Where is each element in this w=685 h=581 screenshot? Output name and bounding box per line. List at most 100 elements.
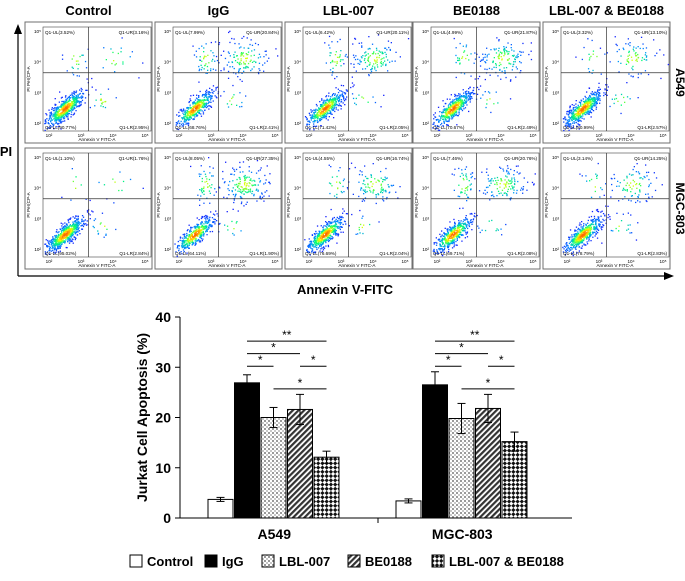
event-dot	[588, 111, 590, 113]
event-dot	[322, 101, 324, 103]
event-dot	[577, 107, 579, 109]
event-dot	[323, 225, 325, 227]
event-dot	[313, 237, 315, 240]
event-dot	[375, 181, 377, 183]
event-dot	[359, 63, 361, 65]
event-dot	[48, 123, 50, 125]
event-dot	[586, 104, 589, 106]
event-dot	[65, 224, 68, 226]
event-dot	[486, 47, 488, 49]
event-dot	[322, 241, 324, 243]
quadrant-ul-label: Q1-UL(3.32%)	[563, 30, 593, 35]
event-dot	[190, 165, 192, 168]
event-dot	[62, 238, 64, 240]
event-dot	[330, 237, 332, 240]
event-dot	[183, 113, 185, 116]
event-dot	[200, 173, 202, 175]
event-dot	[324, 238, 326, 240]
event-dot	[191, 234, 193, 236]
event-dot	[60, 109, 62, 111]
event-dot	[67, 104, 69, 106]
event-dot	[320, 248, 322, 250]
event-dot	[474, 78, 476, 80]
event-dot	[333, 106, 335, 108]
event-dot	[75, 110, 77, 112]
event-dot	[497, 102, 499, 104]
quadrant-lr-label: Q1-LR(2.49%)	[507, 125, 537, 130]
event-dot	[585, 105, 587, 107]
event-dot	[200, 238, 203, 240]
panel-x-label: Annexin V FITC-A	[208, 263, 246, 268]
event-dot	[506, 51, 508, 53]
event-dot	[59, 247, 61, 249]
event-dot	[61, 58, 64, 60]
event-dot	[339, 227, 341, 229]
event-dot	[314, 120, 317, 122]
event-dot	[579, 101, 582, 103]
event-dot	[453, 37, 455, 40]
event-dot	[359, 209, 361, 212]
event-dot	[640, 73, 642, 75]
event-dot	[77, 217, 79, 219]
event-dot	[463, 92, 465, 94]
event-dot	[193, 113, 195, 115]
event-dot	[68, 232, 70, 234]
event-dot	[76, 97, 79, 99]
event-dot	[205, 222, 207, 225]
event-dot	[320, 104, 323, 106]
event-dot	[176, 255, 178, 258]
event-dot	[263, 200, 265, 202]
event-dot	[68, 96, 70, 98]
event-dot	[243, 179, 246, 182]
event-dot	[395, 191, 397, 193]
event-dot	[317, 121, 319, 123]
event-dot	[351, 213, 353, 216]
event-dot	[256, 160, 259, 162]
event-dot	[325, 118, 327, 120]
event-dot	[231, 66, 234, 68]
event-dot	[318, 108, 320, 110]
event-dot	[586, 102, 588, 104]
event-dot	[344, 92, 347, 94]
event-dot	[83, 222, 85, 224]
event-dot	[247, 189, 250, 191]
event-dot	[309, 246, 311, 248]
x-tick-label: 10³	[78, 259, 85, 264]
event-dot	[223, 182, 226, 184]
event-dot	[314, 115, 317, 117]
event-dot	[335, 220, 338, 223]
event-dot	[53, 251, 55, 253]
event-dot	[78, 105, 80, 108]
event-dot	[327, 108, 329, 110]
event-dot	[326, 227, 328, 229]
event-dot	[203, 226, 205, 228]
event-dot	[323, 104, 326, 107]
event-dot	[627, 55, 629, 57]
event-dot	[184, 242, 186, 244]
event-dot	[71, 238, 73, 240]
event-dot	[241, 52, 243, 55]
event-dot	[187, 243, 189, 245]
event-dot	[513, 61, 515, 63]
event-dot	[215, 210, 217, 212]
event-dot	[86, 211, 89, 213]
event-dot	[581, 100, 583, 102]
event-dot	[455, 76, 457, 79]
event-dot	[321, 238, 323, 241]
event-dot	[47, 127, 49, 129]
event-dot	[54, 242, 57, 244]
event-dot	[201, 229, 203, 231]
event-dot	[472, 93, 475, 95]
event-dot	[49, 116, 51, 118]
event-dot	[226, 211, 228, 213]
event-dot	[56, 111, 58, 113]
event-dot	[456, 104, 458, 106]
event-dot	[520, 62, 522, 64]
event-dot	[215, 87, 217, 89]
event-dot	[354, 102, 356, 104]
event-dot	[590, 104, 592, 107]
event-dot	[71, 102, 74, 105]
event-dot	[207, 54, 209, 56]
event-dot	[185, 237, 187, 239]
event-dot	[205, 55, 207, 58]
